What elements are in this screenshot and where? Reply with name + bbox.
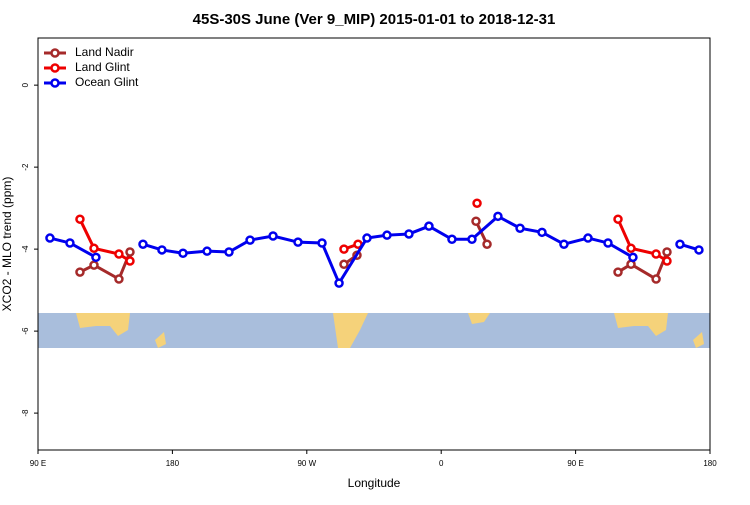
- series-line: [617, 251, 669, 282]
- point: [382, 230, 392, 240]
- point: [662, 256, 672, 266]
- point: [447, 234, 457, 245]
- point: [651, 249, 661, 259]
- y-axis-label: XCO2 - MLO trend (ppm): [0, 177, 14, 312]
- land: [155, 332, 166, 348]
- point: [694, 245, 704, 255]
- point: [91, 252, 101, 263]
- land: [468, 313, 490, 324]
- land: [333, 313, 368, 348]
- point: [65, 238, 75, 248]
- point: [662, 247, 672, 257]
- legend-label: Land Glint: [75, 60, 130, 74]
- point: [245, 235, 255, 245]
- ocean: [38, 313, 710, 348]
- point: [583, 233, 593, 243]
- legend-marker: [50, 48, 60, 58]
- legend-label: Land Nadir: [75, 45, 134, 59]
- chart-title: 45S-30S June (Ver 9_MIP) 2015-01-01 to 2…: [193, 11, 556, 28]
- point: [89, 260, 99, 270]
- point: [268, 231, 278, 241]
- land: [76, 313, 130, 336]
- legend-marker: [50, 78, 60, 88]
- x-tick-label: 90 E: [567, 459, 583, 468]
- x-tick-label: 180: [703, 459, 717, 468]
- point: [334, 278, 344, 288]
- point: [613, 214, 623, 224]
- point: [515, 223, 525, 233]
- series-line: [79, 251, 132, 282]
- point: [613, 267, 623, 277]
- point: [626, 243, 636, 254]
- plot-frame: [37, 37, 711, 451]
- point: [537, 227, 547, 238]
- point: [114, 274, 124, 284]
- point: [317, 238, 327, 248]
- point: [89, 243, 99, 254]
- x-tick-label: 180: [166, 459, 180, 468]
- point: [404, 229, 414, 239]
- map-strip: [38, 313, 710, 348]
- point: [471, 216, 481, 226]
- point: [424, 221, 434, 231]
- x-tick-label: 90 W: [297, 459, 316, 468]
- y-tick-label: 0: [21, 82, 30, 87]
- point: [493, 211, 503, 222]
- point: [202, 246, 212, 256]
- y-tick-label: -4: [21, 245, 30, 253]
- point: [339, 259, 349, 270]
- point: [125, 247, 135, 257]
- x-axis-label: Longitude: [348, 476, 401, 490]
- point: [224, 247, 234, 257]
- point: [125, 256, 135, 266]
- point: [559, 239, 569, 249]
- x-tick-label: 90 E: [30, 459, 46, 468]
- legend-marker: [50, 63, 60, 73]
- land: [614, 313, 668, 336]
- point: [178, 248, 188, 258]
- point: [482, 239, 492, 249]
- point: [603, 238, 613, 248]
- point: [157, 245, 167, 255]
- legend-label: Ocean Glint: [75, 75, 139, 89]
- y-tick-label: -6: [21, 327, 30, 335]
- x-tick-label: 0: [439, 459, 444, 468]
- point: [675, 239, 685, 249]
- y-tick-label: -2: [21, 163, 30, 171]
- point: [114, 249, 124, 259]
- land: [693, 332, 704, 348]
- point: [138, 239, 148, 249]
- y-tick-label: -8: [21, 409, 30, 417]
- series-line: [616, 218, 668, 263]
- point: [75, 267, 85, 277]
- point: [293, 237, 303, 247]
- point: [362, 233, 372, 243]
- point: [651, 274, 661, 284]
- point: [628, 252, 638, 263]
- point: [339, 244, 349, 254]
- series-line: [78, 218, 131, 263]
- point: [75, 214, 85, 224]
- series-line: [142, 214, 634, 287]
- point: [467, 234, 477, 245]
- point: [472, 198, 482, 208]
- point: [45, 233, 55, 243]
